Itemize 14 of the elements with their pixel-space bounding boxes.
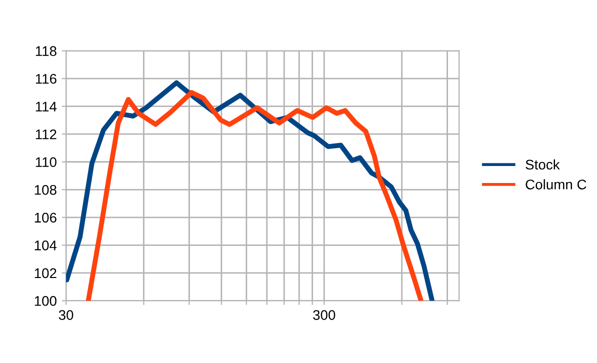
x-tick-label: 30 xyxy=(58,310,74,320)
y-tick-label: 116 xyxy=(36,74,56,84)
y-tick-label: 104 xyxy=(34,240,57,250)
y-tick-label: 114 xyxy=(36,102,57,112)
y-tick-label: 118 xyxy=(36,46,56,56)
y-tick-label: 108 xyxy=(34,184,56,195)
legend-label: Stock xyxy=(526,159,560,170)
y-tick-label: 106 xyxy=(34,212,56,223)
y-tick-label: 110 xyxy=(36,157,56,168)
y-tick-label: 112 xyxy=(36,129,56,140)
legend-label: Column C xyxy=(526,179,586,190)
y-tick-label: 100 xyxy=(34,296,56,306)
y-tick-label: 102 xyxy=(34,268,56,278)
x-tick-label: 300 xyxy=(313,310,336,320)
